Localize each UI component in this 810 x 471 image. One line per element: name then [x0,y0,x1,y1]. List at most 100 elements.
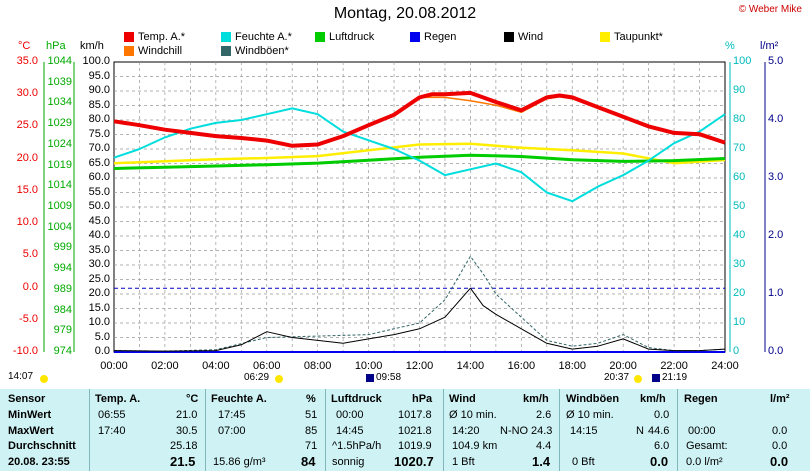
stats-table: Sensor MinWert MaxWert Durchschnitt 20.0… [0,389,810,471]
temp-max-time: 17:40 [98,425,126,437]
pressure-tick-label: 1044 [47,55,72,67]
wind-avg10-value: 2.6 [536,409,552,421]
time-tick-label: 24:00 [711,360,739,372]
humidity-max-time: 07:00 [218,425,246,437]
wind-avg10-label: Ø 10 min. [449,409,497,421]
wind-avg-value: 4.4 [536,440,552,452]
temp-max-value: 30.5 [176,425,198,437]
pressure-tick-label: 1034 [47,96,72,109]
rain-total-label: Gesamt: [686,440,728,452]
wind-tick-label: 60.0 [88,171,110,183]
time-marker-2119: 21:19 [662,372,688,383]
temp-min-time: 06:55 [98,409,126,421]
wind-tick-label: 0.0 [94,345,110,357]
humidity-max-value: 85 [305,425,318,437]
legend-item: Temp. A.* [124,31,185,43]
time-tick-label: 12:00 [405,360,434,372]
gust-max-direction: N [636,425,644,437]
legend-swatch [315,32,325,42]
humidity-tick-label: 100 [733,55,752,67]
pressure-tick-label: 1024 [47,137,72,150]
legend-label: Wind [518,31,544,43]
wind-tick-label: 45.0 [88,214,110,227]
series-line [113,153,726,170]
time-tick-label: 14:00 [456,360,485,372]
pressure-min-value: 1017.8 [398,409,432,421]
humidity-axis-title: % [725,40,735,52]
durchschnitt-label: Durchschnitt [8,440,76,452]
legend-item: Feuchte A.* [221,31,292,43]
temp-tick-label: -10.0 [12,345,38,357]
rain-max-time: 00:00 [688,425,716,437]
pressure-tick-label: 1014 [47,179,72,192]
wind-tick-label: 85.0 [88,98,110,111]
temp-header: Temp. A. [95,393,141,405]
legend-item: Taupunkt* [600,31,663,43]
temp-tick-label: 10.0 [16,216,38,229]
humidity-tick-label: 0 [733,345,740,357]
sunset-time: 20:37 [604,372,630,383]
time-tick-label: 10:00 [354,360,383,372]
temp-tick-label: 15.0 [16,183,38,196]
humidity-header: Feuchte A. [211,393,267,405]
time-tick-label: 22:00 [660,360,688,372]
humidity-tick-label: 50 [733,200,746,212]
temp-current-value: 21.5 [170,454,196,469]
wind-tick-label: 95.0 [88,69,110,82]
pressure-trend: ^1.5hPa/h [332,440,382,452]
humidity-unit: % [306,393,316,405]
wind-tick-label: 50.0 [88,200,110,212]
wind-tick-label: 15.0 [88,301,110,314]
wind-unit: km/h [523,393,549,405]
legend-label: Windchill [138,45,183,57]
series-line [113,107,726,203]
legend-swatch [124,32,134,42]
series-line [113,287,726,352]
rain-total-value: 0.0 [772,440,788,452]
sensor-header: Sensor [8,393,46,405]
legend-swatch [221,46,231,56]
wind-header: Wind [449,393,476,405]
pressure-tick-label: 1039 [47,75,72,88]
rain-tick-label: 1.0 [768,287,784,299]
pressure-tick-label: 1004 [47,220,72,233]
humidity-current-value: 84 [301,454,316,469]
legend-label: Windböen* [235,45,289,57]
humidity-tick-label: 60 [733,171,746,183]
pressure-max-value: 1021.8 [398,425,432,437]
minwert-label: MinWert [8,409,52,421]
forecast-label: sonnig [332,456,365,468]
pressure-tick-label: 1019 [47,158,72,171]
pressure-tick-label: 1009 [47,200,72,212]
current-datetime: 20.08. 23:55 [8,456,70,468]
humidity-tick-label: 20 [733,287,746,299]
pressure-tick-label: 984 [53,303,72,316]
wind-max-time: 14:20 [452,425,480,437]
legend-item: Windchill [124,45,182,57]
wind-distance: 104.9 km [452,440,498,452]
legend-item: Windböen* [221,45,289,57]
rain-tick-label: 4.0 [768,113,784,125]
time-tick-label: 04:00 [202,360,230,372]
pressure-header: Luftdruck [331,393,382,405]
pressure-max-time: 14:45 [336,425,364,437]
temp-unit: °C [186,393,199,405]
time-tick-label: 18:00 [558,360,587,372]
wind-tick-label: 65.0 [88,156,110,169]
pressure-unit: hPa [412,393,433,405]
temp-tick-label: 35.0 [16,55,38,67]
rain-axis-title: l/m² [760,40,779,52]
legend-swatch [124,46,134,56]
wind-beaufort: 1 Bft [452,456,475,468]
legend-label: Taupunkt* [614,31,663,43]
wind-tick-label: 40.0 [88,229,110,241]
series-line [113,255,726,352]
rain-flag-icon [366,374,374,382]
temp-tick-label: 20.0 [16,151,38,164]
legend-label: Luftdruck [329,31,375,43]
legend-item: Luftdruck [315,31,374,43]
pressure-avg-value: 1019.9 [398,440,432,452]
humidity-tick-label: 30 [733,258,746,270]
gust-max-time: 14:15 [570,425,598,437]
temp-tick-label: -5.0 [19,312,38,325]
